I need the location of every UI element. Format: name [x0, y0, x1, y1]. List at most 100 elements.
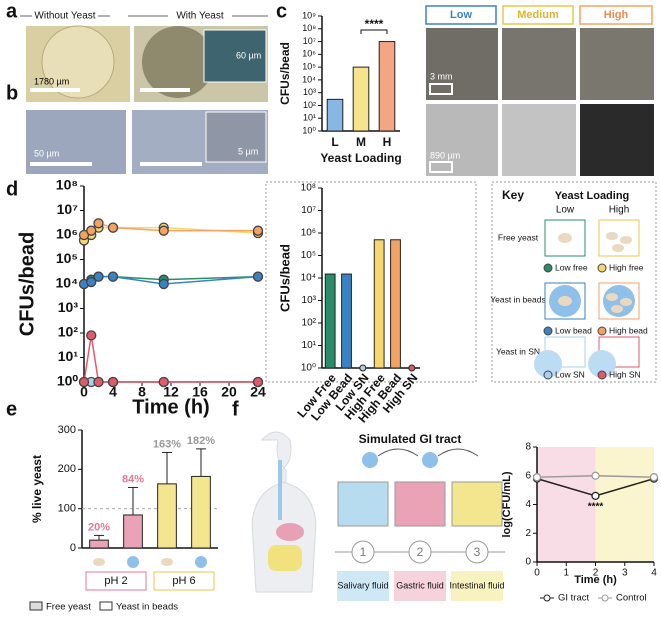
x-axis-label: Time (h)	[574, 574, 617, 586]
point	[649, 473, 659, 482]
y-tick-label: 10⁴	[56, 275, 79, 291]
key-column: High	[609, 205, 630, 216]
legend-label: High SN	[609, 369, 641, 379]
step-circle	[351, 540, 375, 564]
point	[252, 376, 264, 388]
legend-label: Yeast in beads	[116, 602, 178, 613]
column-header	[425, 5, 497, 25]
point	[591, 471, 600, 480]
y-tick-label: 10⁰	[57, 373, 79, 389]
y-tick-label: 0	[70, 542, 76, 554]
y-tick-label: 10³	[302, 295, 317, 306]
legend-label: Low SN	[555, 369, 585, 379]
y-tick-label: 8	[525, 442, 531, 453]
y-tick-label: 10¹	[303, 113, 316, 123]
y-tick-label: 10¹	[58, 348, 79, 364]
x-tick-label: 0	[80, 384, 88, 400]
icon	[195, 556, 207, 568]
photo	[203, 29, 267, 83]
x-tick-label: 0	[534, 568, 540, 579]
bar	[191, 475, 211, 549]
bar	[373, 239, 385, 369]
step-circle	[408, 540, 432, 564]
y-axis-label: CFUs/bead	[277, 244, 292, 312]
y-axis-label: CFUs/bead	[278, 42, 292, 105]
fluid-box	[394, 571, 446, 601]
bead-icon	[362, 452, 378, 468]
step-circle	[465, 540, 489, 564]
beaker	[451, 481, 503, 527]
y-axis-label: log(CFU/mL)	[501, 471, 513, 537]
legend-marker	[597, 326, 607, 336]
photo	[205, 111, 267, 163]
legend-marker	[601, 594, 609, 602]
fluid-box	[337, 571, 389, 601]
value-label: 84%	[122, 473, 144, 485]
y-tick-label: 10⁹	[302, 10, 316, 20]
y-tick-label: 10⁶	[301, 228, 316, 239]
legend-label: Control	[616, 593, 647, 604]
y-tick-label: 10⁵	[56, 250, 78, 266]
bar	[341, 273, 352, 369]
bar	[352, 66, 370, 132]
panel-label: e	[6, 398, 17, 420]
legend-label: Free yeast	[46, 602, 91, 613]
key-frame	[491, 181, 657, 383]
point	[158, 225, 169, 236]
photo	[580, 104, 654, 176]
photo	[502, 28, 576, 100]
x-tick-label: 8	[138, 384, 146, 400]
y-tick-label: 10⁸	[301, 183, 316, 194]
panel-label: b	[6, 82, 18, 104]
y-tick-label: 10¹	[302, 340, 317, 351]
y-axis-label: % live yeast	[30, 455, 44, 523]
annotation: ****	[588, 502, 604, 513]
group-box	[153, 571, 215, 591]
legend-label: GI tract	[558, 593, 590, 604]
photo	[426, 28, 498, 100]
photo	[580, 28, 654, 100]
value-label: 20%	[88, 521, 110, 533]
value-label: 182%	[187, 435, 215, 447]
key-title: Key	[502, 188, 524, 202]
icon	[127, 556, 139, 568]
legend-label: Low free	[555, 262, 588, 272]
legend-marker	[543, 594, 551, 602]
panel-label: a	[6, 0, 18, 22]
point	[359, 364, 367, 372]
y-tick-label: 10⁷	[301, 205, 316, 216]
x-tick-label: 2	[593, 568, 599, 579]
y-tick-label: 10⁰	[302, 125, 316, 135]
legend-label: High bead	[609, 325, 648, 335]
scale-label: 60 µm	[236, 50, 261, 60]
panel-label: c	[276, 0, 287, 22]
point	[107, 376, 119, 388]
point	[107, 222, 119, 233]
region	[537, 447, 596, 562]
group-label: pH 2	[104, 575, 127, 587]
y-tick-label: 10⁵	[301, 250, 316, 261]
y-tick-label: 10²	[58, 324, 79, 340]
scale-label: 1780 µm	[34, 76, 69, 86]
y-tick-label: 10²	[302, 318, 317, 329]
scale-bar	[30, 162, 92, 166]
key-row: Yeast in SN	[496, 346, 540, 356]
value-label: 163%	[153, 438, 181, 450]
y-tick-label: 10⁴	[302, 74, 316, 84]
point	[252, 225, 264, 236]
y-tick-label: 100	[58, 503, 76, 515]
key-icons	[534, 219, 640, 378]
group-box	[85, 571, 147, 591]
point	[532, 473, 542, 482]
icon	[93, 558, 105, 566]
photo	[142, 26, 214, 98]
column-header: Low	[450, 9, 472, 21]
fluid-box	[451, 571, 503, 601]
x-tick-label: 4	[109, 384, 117, 400]
x-tick-label: 3	[622, 568, 628, 579]
step-number: 1	[360, 545, 367, 559]
scale-label: 890 µm	[430, 150, 460, 160]
legend-marker	[543, 326, 553, 336]
icon	[161, 558, 173, 566]
